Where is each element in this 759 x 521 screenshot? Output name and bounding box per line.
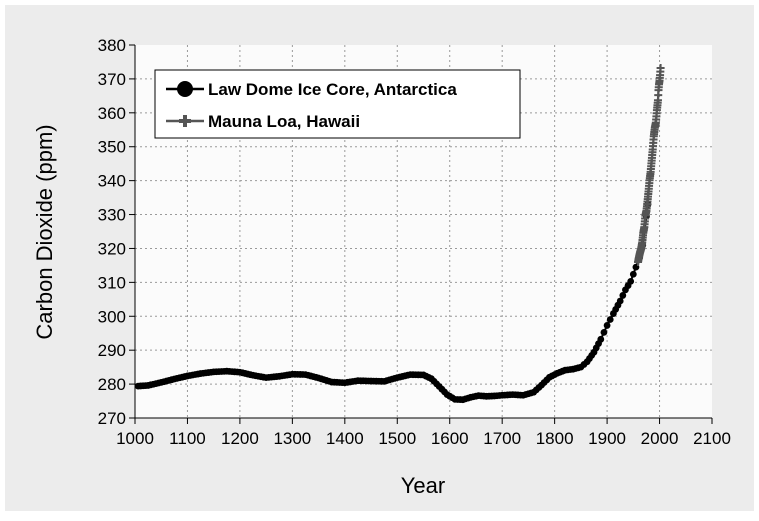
y-tick-label: 270 (98, 409, 126, 428)
y-axis-title: Carbon Dioxide (ppm) (32, 124, 57, 339)
legend-marker-circle (177, 81, 193, 97)
legend-marker-plus (179, 115, 191, 127)
y-tick-label: 320 (98, 239, 126, 258)
data-point-law-dome (619, 292, 627, 299)
y-tick-label: 340 (98, 172, 126, 191)
y-tick-label: 360 (98, 104, 126, 123)
y-tick-label: 370 (98, 70, 126, 89)
x-tick-label: 2100 (693, 429, 731, 448)
x-tick-label: 1200 (221, 429, 259, 448)
x-tick-label: 1900 (588, 429, 626, 448)
data-point-law-dome (597, 335, 605, 343)
x-tick-label: 1300 (273, 429, 311, 448)
series-layer (134, 64, 665, 404)
data-point-law-dome (627, 277, 635, 285)
x-axis-title: Year (401, 473, 445, 498)
legend-box (154, 69, 521, 139)
y-tick-label: 380 (98, 36, 126, 55)
y-tick-label: 290 (98, 341, 126, 360)
x-tick-label: 2000 (641, 429, 679, 448)
data-point-law-dome (603, 322, 611, 329)
x-tick-label: 1800 (536, 429, 574, 448)
data-point-law-dome (629, 270, 637, 278)
x-tick-label: 1000 (116, 429, 154, 448)
legend-label-mauna-loa: Mauna Loa, Hawaii (208, 112, 360, 131)
y-tick-label: 310 (98, 273, 126, 292)
x-tick-label: 1500 (378, 429, 416, 448)
x-tick-label: 1700 (483, 429, 521, 448)
x-tick-label: 1600 (431, 429, 469, 448)
y-tick-label: 350 (98, 138, 126, 157)
data-point-law-dome (600, 328, 608, 336)
y-tick-label: 330 (98, 206, 126, 225)
x-tick-label: 1400 (326, 429, 364, 448)
legend-label-law-dome: Law Dome Ice Core, Antarctica (208, 80, 457, 99)
series-mauna-loa (634, 64, 665, 267)
y-tick-label: 300 (98, 307, 126, 326)
data-point-law-dome (616, 297, 624, 305)
data-point-mauna-loa (656, 64, 665, 73)
x-tick-label: 1100 (169, 429, 206, 448)
y-tick-label: 280 (98, 375, 126, 394)
data-point-law-dome (606, 316, 614, 323)
axes: 1000 1100 1200 1300 1400 1500 1600 1700 1800 1900… (98, 36, 731, 448)
legend: Law Dome Ice Core, Antarctica Mauna Loa,… (154, 69, 521, 139)
